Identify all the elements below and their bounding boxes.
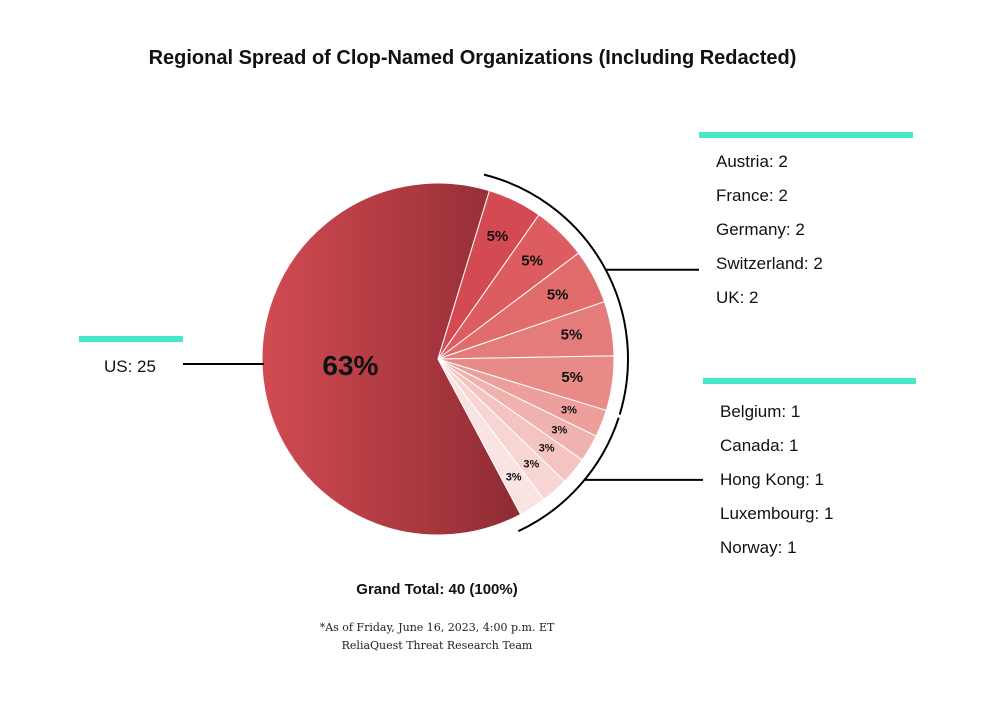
legend-item-norway: Norway: 1 [720, 538, 797, 557]
pie-label-belgium: 3% [561, 405, 577, 417]
legend-accent-bar-group-2 [699, 132, 913, 138]
legend-item-uk: UK: 2 [716, 288, 759, 307]
pie-slice-norway [437, 358, 545, 516]
legend-item-france: France: 2 [716, 186, 788, 205]
bracket-arc-group-1 [517, 417, 620, 533]
legend-item-belgium: Belgium: 1 [720, 402, 801, 421]
legend-item-germany: Germany: 2 [716, 220, 805, 239]
bracket-arc-group-2 [483, 173, 629, 415]
grand-total: Grand Total: 40 (100%) [356, 581, 518, 598]
pie-label-canada: 3% [551, 424, 567, 436]
pie-label-switzerland: 5% [561, 326, 583, 343]
legend-accent-bar-us [79, 336, 183, 342]
legend-item-austria: Austria: 2 [716, 152, 788, 171]
legend-item-us: US: 25 [104, 357, 156, 376]
pie-label-luxembourg: 3% [523, 458, 539, 470]
pie-slice-us [261, 182, 522, 536]
legend-item-luxembourg: Luxembourg: 1 [720, 504, 834, 523]
legend-item-hong-kong: Hong Kong: 1 [720, 470, 824, 489]
legend-accent-bar-group-1 [703, 378, 916, 384]
pie-label-hong-kong: 3% [539, 442, 555, 454]
chart-title: Regional Spread of Clop-Named Organizati… [148, 47, 797, 69]
source-credit: ReliaQuest Threat Research Team [341, 639, 533, 652]
legend-item-canada: Canada: 1 [720, 436, 799, 455]
pie-label-norway: 3% [506, 472, 522, 484]
pie-label-germany: 5% [547, 286, 569, 303]
pie-label-us: 63% [322, 350, 378, 381]
pie-label-austria: 5% [487, 228, 509, 245]
legend-item-switzerland: Switzerland: 2 [716, 254, 823, 273]
pie-label-uk: 5% [561, 369, 583, 386]
footnote: *As of Friday, June 16, 2023, 4:00 p.m. … [319, 621, 555, 634]
pie-label-france: 5% [521, 252, 543, 269]
